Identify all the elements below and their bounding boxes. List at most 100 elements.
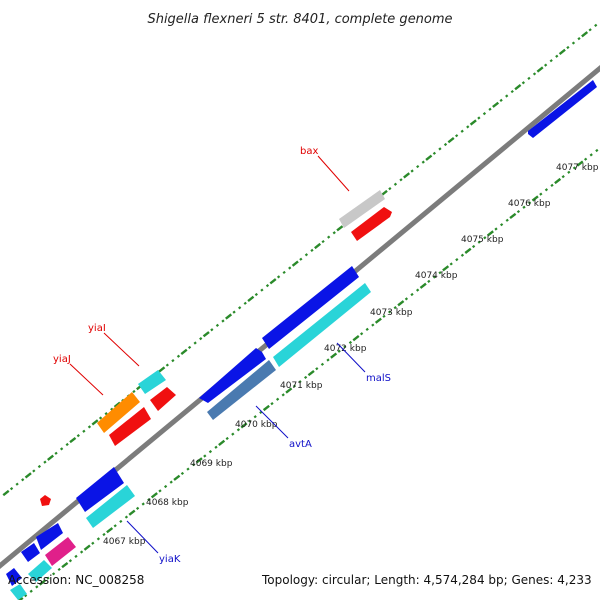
gene-arrow-red[interactable] [40, 495, 51, 506]
lower-tick [119, 519, 123, 524]
upper-tick [282, 270, 286, 275]
upper-tick [455, 134, 459, 138]
gene-yiaI[interactable] [138, 370, 166, 394]
upper-tick [527, 76, 531, 80]
gene-arrow-red[interactable] [109, 407, 151, 446]
gene-label-avtA[interactable]: avtA [289, 439, 312, 450]
lower-tick [387, 310, 392, 314]
upper-tick [581, 31, 589, 38]
gene-arrow-red[interactable] [150, 387, 176, 411]
gene-label-yiaI[interactable]: yiaI [88, 323, 106, 334]
gene-arrow-blue[interactable] [199, 348, 266, 403]
upper-tick [466, 125, 470, 129]
upper-tick [514, 84, 522, 91]
upper-tick [314, 242, 322, 250]
lower-tick [203, 454, 207, 458]
upper-tick [132, 389, 136, 394]
upper-tick [60, 447, 64, 451]
lower-tick [186, 467, 190, 471]
lower-tick [57, 567, 61, 572]
lower-tick [427, 279, 431, 284]
lower-tick [352, 335, 360, 342]
lower-tick [315, 367, 319, 371]
upper-tick [158, 366, 166, 373]
lower-tick [91, 541, 95, 545]
gene-features [6, 80, 597, 600]
lower-tick [106, 527, 114, 534]
upper-tick [566, 45, 570, 50]
lower-tick [61, 561, 69, 569]
upper-tick [510, 89, 514, 94]
upper-tick [187, 345, 192, 350]
lower-tick [509, 212, 517, 220]
upper-tick [555, 54, 559, 58]
upper-tick [2, 489, 10, 497]
lower-tick [173, 474, 181, 481]
upper-tick [536, 66, 544, 73]
lower-tick [527, 201, 532, 205]
upper-tick [171, 359, 175, 363]
gene-blue[interactable] [21, 543, 40, 562]
lower-tick [516, 209, 521, 214]
lower-tick [348, 340, 353, 345]
lower-tick [128, 509, 136, 516]
upper-tick [432, 151, 436, 155]
lower-tick [326, 358, 330, 362]
gene-blue[interactable] [76, 467, 124, 512]
upper-tick [336, 225, 344, 232]
lower-tick [330, 352, 338, 359]
gene-blue[interactable] [6, 568, 22, 586]
gene-blue[interactable] [36, 523, 63, 550]
lower-tick [281, 393, 285, 397]
gene-label-lines [69, 155, 366, 554]
scale-label: 4075 kbp [461, 235, 504, 245]
lower-tick [544, 188, 549, 192]
gene-arrow-blue[interactable] [528, 80, 597, 138]
gene-bax[interactable] [339, 190, 385, 228]
gene-blue[interactable] [262, 266, 359, 349]
upper-tick [113, 401, 121, 408]
lower-tick [195, 457, 203, 464]
upper-tick [202, 331, 210, 338]
gene-yiaK[interactable] [86, 485, 135, 528]
gene-yiaJ[interactable] [97, 392, 140, 433]
lower-tick [477, 240, 481, 244]
upper-tick [110, 407, 114, 411]
upper-tick [199, 336, 203, 341]
lower-tick [23, 594, 28, 598]
lower-tick [38, 579, 46, 586]
upper-tick [15, 482, 19, 486]
lower-tick [531, 195, 539, 202]
upper-tick [549, 59, 553, 63]
upper-tick [180, 348, 188, 355]
upper-tick [276, 275, 281, 279]
gene-label-bax[interactable]: bax [300, 146, 318, 157]
gene-label-yiaK[interactable]: yiaK [159, 554, 181, 565]
lower-tick [561, 175, 565, 179]
lower-tick [464, 247, 472, 254]
upper-tick [521, 81, 526, 85]
upper-tick [438, 147, 442, 151]
scale-labels: 4067 kbp 4068 kbp 4069 kbp 4070 kbp 4071… [103, 163, 599, 547]
lower-tick [307, 369, 315, 377]
gene-cyan[interactable] [10, 584, 27, 600]
gene-arrow-red[interactable] [351, 207, 392, 241]
gene-malS[interactable] [273, 283, 371, 367]
lower-tick [208, 450, 213, 454]
upper-tick [532, 72, 537, 76]
upper-tick [388, 187, 392, 191]
gene-label-malS[interactable]: malS [366, 373, 391, 384]
accession-text: Accession: NC_008258 [8, 573, 145, 587]
lower-tick [343, 345, 347, 349]
lower-tick [147, 498, 151, 502]
gene-avtA[interactable] [207, 360, 276, 420]
scale-label: 4070 kbp [235, 420, 278, 430]
gene-magenta[interactable] [45, 537, 76, 566]
gene-label-yiaJ[interactable]: yiaJ [53, 354, 71, 365]
upper-tick [544, 63, 548, 67]
upper-tick [9, 486, 14, 491]
lower-tick [382, 314, 386, 318]
lower-tick [231, 432, 235, 436]
lower-tick [169, 480, 173, 484]
gene-cyan[interactable] [28, 560, 52, 582]
